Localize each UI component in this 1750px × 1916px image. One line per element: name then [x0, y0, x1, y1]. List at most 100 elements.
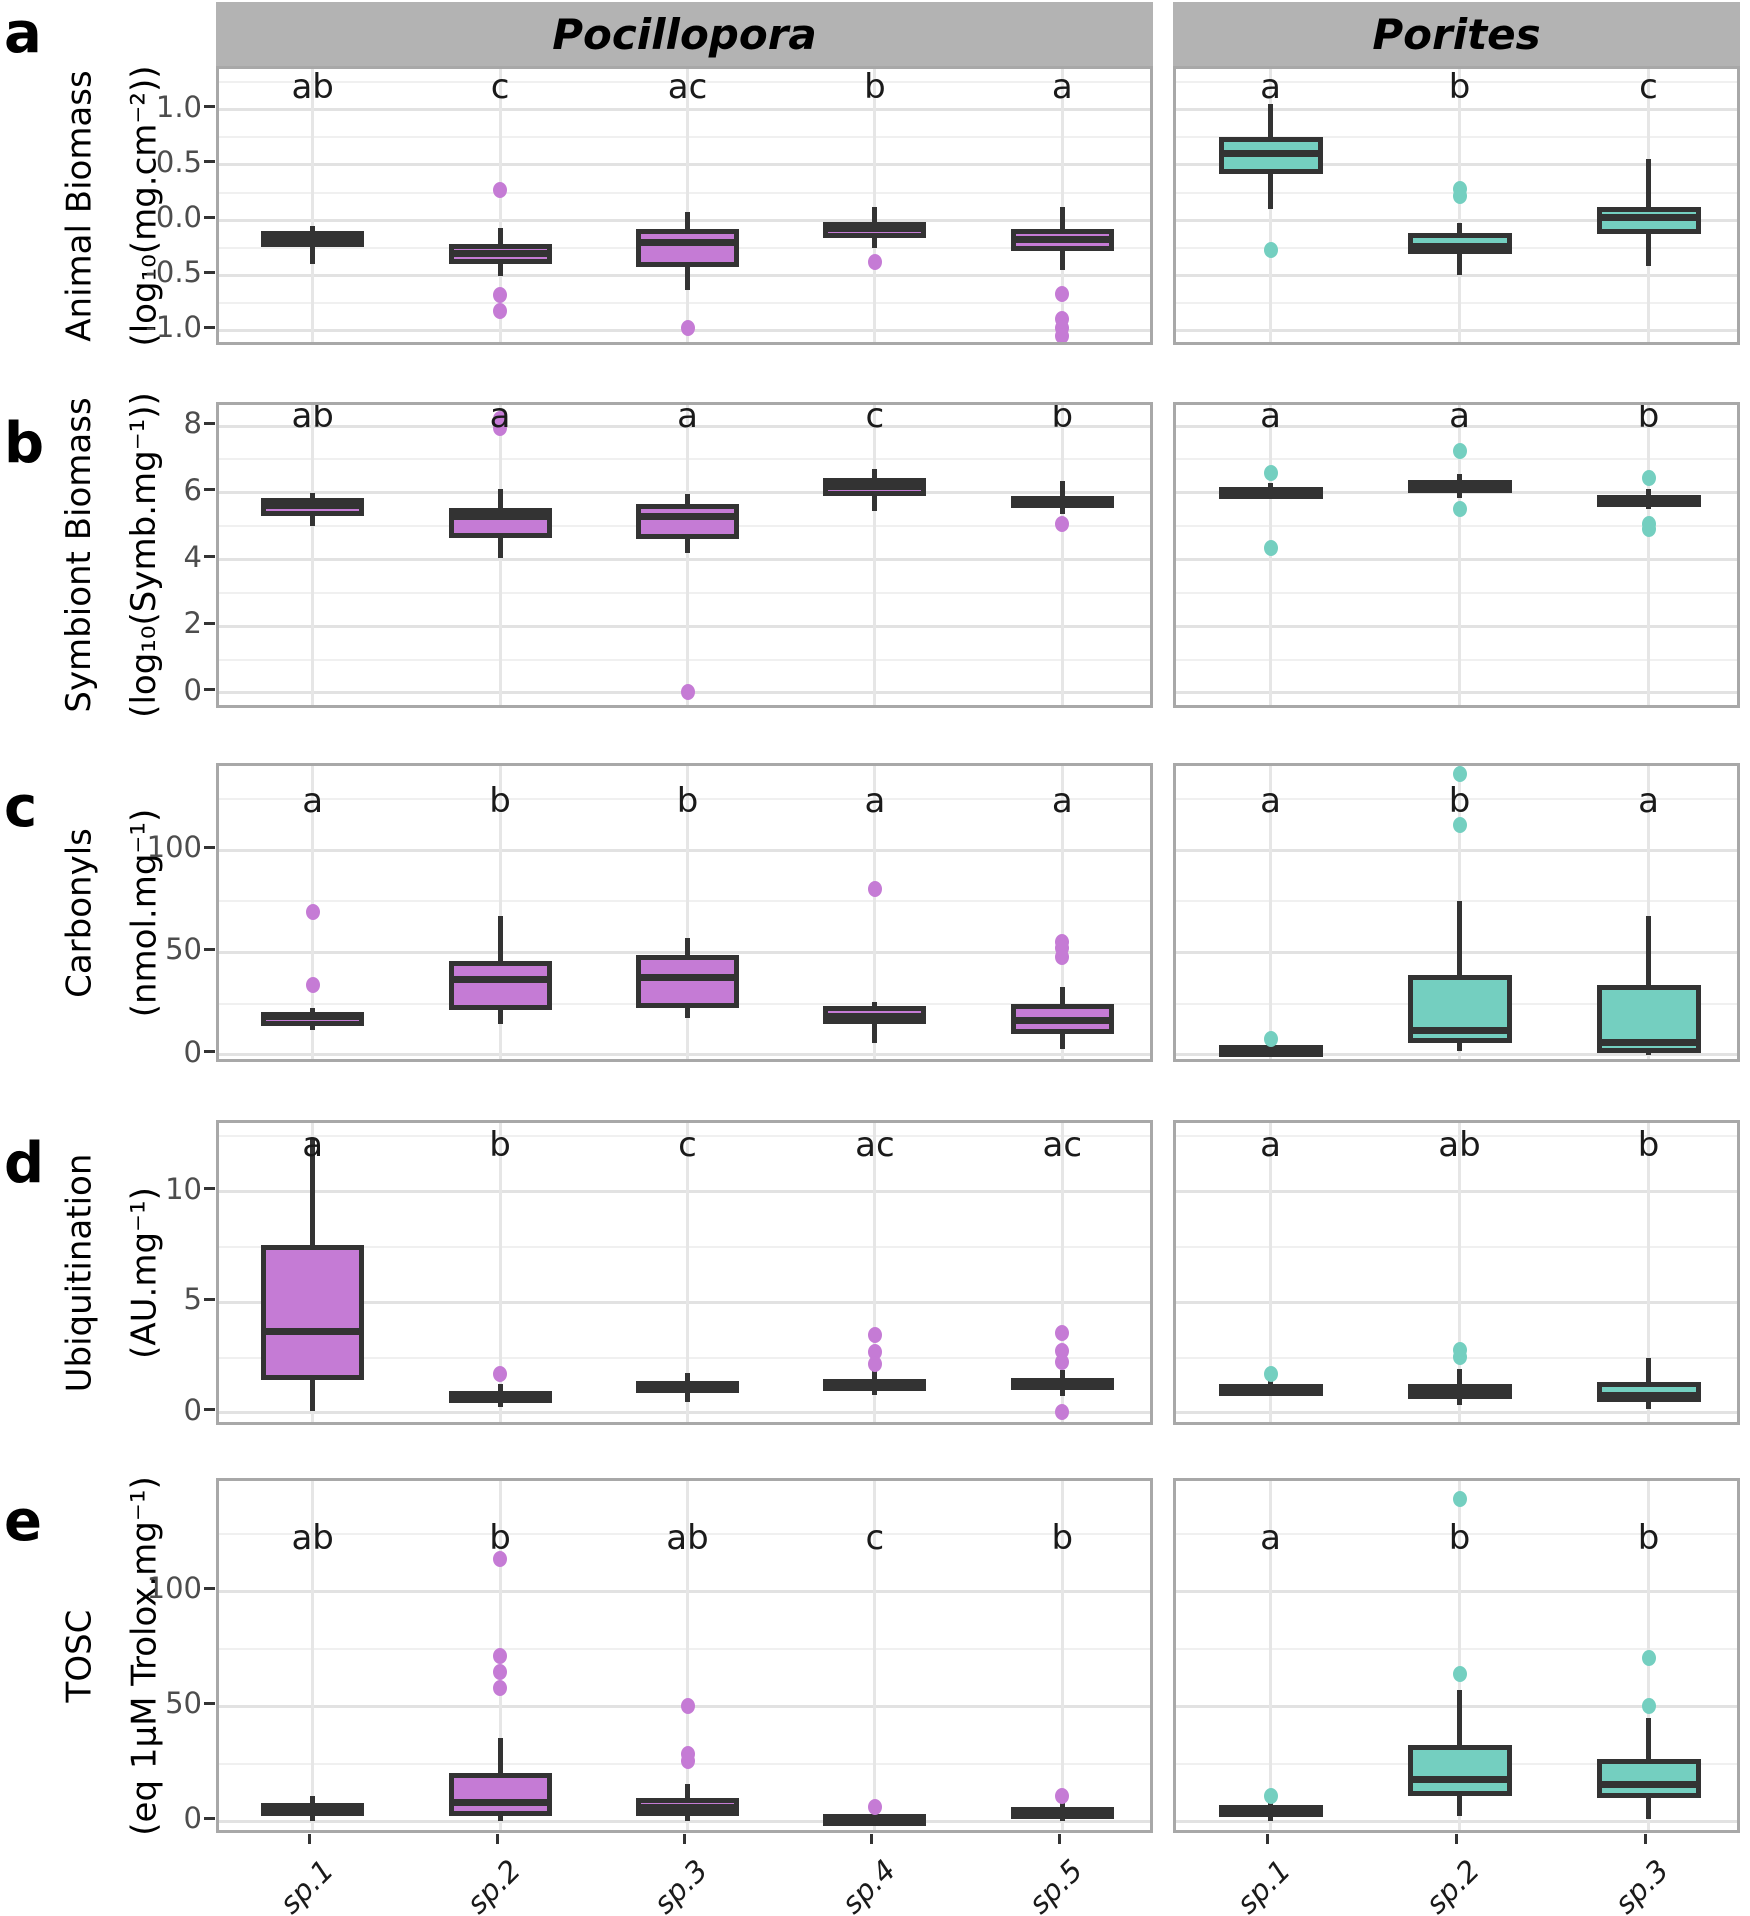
gridline-major: [219, 950, 1150, 954]
significance-letter: b: [864, 66, 886, 107]
median-line: [1596, 214, 1701, 222]
y-tick-label: 0: [183, 1392, 202, 1427]
gridline-minor: [1176, 81, 1737, 84]
gridline-minor: [219, 458, 1150, 461]
facet-strip-porites: Porites: [1173, 2, 1740, 66]
y-tick-mark: [204, 621, 215, 625]
panel-d-pocillopora: a b c ac ac: [216, 1120, 1153, 1425]
boxplot-porites-sp.2: [1407, 1745, 1512, 1796]
significance-letter: b: [1448, 66, 1471, 107]
y-tick-mark: [204, 325, 215, 329]
boxplot-pocillopora-sp.3: [636, 228, 739, 268]
gridline-major: [1176, 1819, 1737, 1823]
gridline-major: [1176, 1411, 1737, 1415]
whisker-lower: [872, 1024, 878, 1043]
gridline-major: [1176, 1300, 1737, 1304]
median-line: [823, 225, 927, 233]
outlier-point: [493, 419, 508, 436]
median-line: [1407, 1776, 1512, 1784]
whisker-upper: [497, 227, 503, 245]
significance-letter: b: [676, 780, 699, 821]
median-line: [1010, 1381, 1114, 1389]
outlier-point: [1055, 1787, 1070, 1804]
whisker-upper: [310, 1138, 316, 1245]
significance-letter: ab: [291, 402, 334, 436]
whisker-upper: [310, 1795, 316, 1803]
significance-letter: b: [1051, 402, 1074, 436]
outlier-point: [493, 302, 508, 319]
facet-strip-pocillopora: Pocillopora: [216, 2, 1153, 66]
gridline-minor: [219, 1356, 1150, 1359]
y-tick-mark: [204, 488, 215, 492]
whisker-upper: [685, 1373, 690, 1381]
x-tick-mark: [870, 1834, 874, 1844]
x-tick-mark: [1455, 1834, 1458, 1844]
figure-panel-letter-d: d: [4, 1131, 45, 1196]
y-axis-title-e: TOSC (eq 1µM Trolox.mg⁻¹): [42, 1476, 182, 1835]
y-tick-label: 100: [146, 1571, 202, 1606]
gridline-major: [1176, 108, 1737, 112]
figure-panel-letter-e: e: [4, 1489, 42, 1554]
boxplot-pocillopora-sp.3: [636, 504, 739, 540]
median-line: [1010, 1016, 1114, 1024]
gridline-vertical: [873, 69, 877, 342]
median-line: [1010, 236, 1114, 244]
median-line: [261, 501, 365, 509]
gridline-vertical: [686, 1123, 689, 1422]
boxplot-pocillopora-sp.1: [261, 1244, 365, 1380]
median-line: [1218, 487, 1323, 495]
gridline-major: [219, 218, 1150, 222]
whisker-upper: [1646, 1357, 1651, 1382]
panel-a-pocillopora: ab c ac b a: [216, 66, 1153, 345]
gridline-minor: [219, 1647, 1150, 1650]
median-line: [261, 1806, 365, 1814]
whisker-lower: [1059, 1034, 1065, 1049]
gridline-minor: [1176, 525, 1737, 528]
whisker-lower: [685, 1816, 690, 1822]
significance-letter: b: [1448, 780, 1471, 821]
whisker-lower: [1457, 492, 1462, 498]
outlier-point: [680, 1698, 695, 1715]
gridline-vertical: [311, 69, 315, 342]
y-tick-label: 4: [183, 539, 202, 574]
outlier-point: [1452, 443, 1467, 460]
y-tick-label: 0.5: [155, 144, 202, 179]
outlier-point: [1263, 1366, 1278, 1383]
median-line: [1218, 1045, 1323, 1053]
gridline-major: [1176, 848, 1737, 852]
gridline-vertical: [686, 1481, 689, 1830]
median-line: [636, 973, 739, 981]
gridline-minor: [1176, 458, 1737, 461]
significance-letter: a: [1051, 780, 1073, 821]
whisker-upper: [497, 915, 503, 961]
significance-letter: a: [1260, 1125, 1281, 1166]
median-line: [261, 1327, 365, 1335]
gridline-vertical: [1458, 1481, 1461, 1830]
whisker-upper: [1646, 1717, 1651, 1759]
outlier-point: [680, 1753, 695, 1770]
outlier-point: [1055, 1325, 1070, 1342]
gridline-vertical: [1269, 1481, 1272, 1830]
figure-panel-letter-a: a: [4, 1, 42, 66]
median-line: [636, 1803, 739, 1811]
gridline-vertical: [686, 766, 689, 1059]
gridline-vertical: [1060, 1481, 1064, 1830]
y-axis-title-line: (AU.mg⁻¹): [124, 1186, 164, 1359]
outlier-point: [493, 1679, 508, 1696]
whisker-lower: [1646, 1798, 1651, 1819]
whisker-lower: [497, 1402, 503, 1408]
x-tick-mark: [495, 1834, 499, 1844]
gridline-major: [219, 1300, 1150, 1304]
gridline-vertical: [498, 766, 502, 1059]
significance-letter: a: [1051, 66, 1073, 107]
gridline-vertical: [311, 1481, 315, 1830]
outlier-point: [1055, 516, 1070, 533]
y-tick-mark: [204, 421, 215, 425]
x-tick-mark: [1266, 1834, 1269, 1844]
median-line: [1596, 496, 1701, 504]
whisker-lower: [310, 1816, 316, 1822]
outlier-point: [1452, 187, 1467, 204]
gridline-major: [219, 848, 1150, 852]
